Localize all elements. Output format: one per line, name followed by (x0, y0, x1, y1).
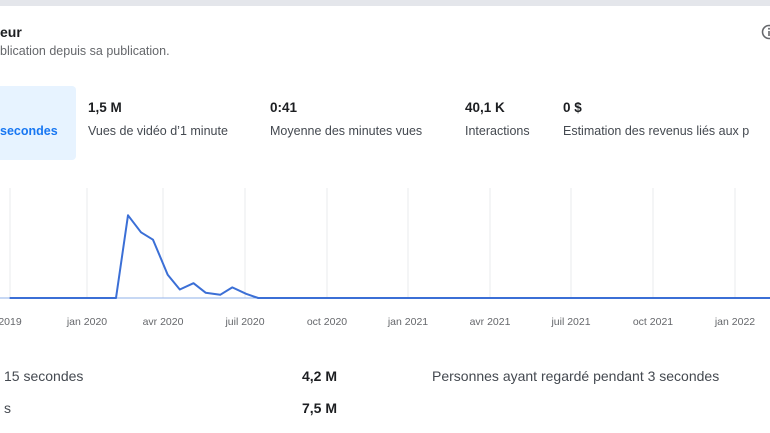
chart-tick-label: oct 2021 (633, 316, 673, 328)
stat-15s-value: 4,2 M (302, 368, 338, 384)
chart-tick-label: avr 2021 (470, 316, 511, 328)
metric-tab-1min-views[interactable] (78, 86, 256, 160)
metric-avg-minutes-label: Moyenne des minutes vues (270, 124, 423, 138)
metric-tab-interactions[interactable] (456, 86, 556, 160)
chart-point (272, 297, 274, 299)
stat-15s-label: 15 secondes (4, 368, 84, 384)
metric-revenue-value: 0 $ (563, 100, 582, 115)
views-line-chart: 2019 jan 2020 avr 2020 juil 2020 oct 2020 jan… (0, 188, 770, 328)
chart-point (127, 214, 129, 217)
chart-point (204, 291, 207, 294)
chart-point (115, 297, 117, 299)
chart-tick-label: jan 2020 (66, 316, 107, 328)
chart-point (152, 238, 154, 241)
chart-point (231, 286, 234, 289)
chart-point (179, 288, 181, 291)
metric-revenue-label: Estimation des revenus liés aux p (563, 124, 750, 138)
chart-tick-label: juil 2021 (550, 316, 590, 328)
top-divider (0, 0, 770, 6)
chart-point (481, 297, 484, 299)
chart-point (88, 297, 91, 299)
chart-point (718, 297, 720, 299)
chart-tick-label: 2019 (0, 316, 22, 328)
chart-series-line (10, 214, 770, 299)
chart-point (9, 297, 11, 299)
chart-point (245, 293, 247, 295)
chart-tick-label: jan 2021 (387, 316, 428, 328)
chart-point (403, 297, 406, 299)
metric-tab-avg-minutes[interactable] (262, 86, 452, 160)
chart-point (192, 282, 195, 284)
chart-tick-label: juil 2020 (224, 316, 264, 328)
panel-title: eur (0, 24, 22, 40)
stat-total-label: s (4, 400, 11, 416)
panel-subtitle: blication depuis sa publication. (0, 44, 170, 58)
chart-tick-label: oct 2020 (307, 316, 347, 328)
chart-point (140, 231, 142, 234)
chart-point (639, 297, 641, 299)
stat-total-value: 7,5 M (302, 400, 338, 416)
chart-point (166, 273, 169, 276)
metric-interactions-value: 40,1 K (465, 100, 505, 115)
stat-3s-people-label: Personnes ayant regardé pendant 3 second… (432, 368, 720, 384)
metric-tab-3s-views[interactable] (0, 86, 76, 160)
metric-avg-minutes-value: 0:41 (270, 100, 298, 115)
chart-point (559, 297, 562, 299)
metric-tab-3s-views-label: secondes (0, 124, 58, 138)
metric-tab-revenue[interactable] (556, 86, 770, 160)
metric-1min-views-value: 1,5 M (88, 100, 122, 115)
info-icon[interactable] (760, 24, 770, 40)
chart-tick-label: jan 2022 (714, 316, 755, 328)
chart-point (257, 297, 260, 299)
chart-point (324, 297, 327, 299)
chart-tick-label: avr 2020 (143, 316, 184, 328)
metric-1min-views-label: Vues de vidéo d’1 minute (88, 124, 228, 138)
chart-point (219, 294, 221, 296)
metric-interactions-label: Interactions (465, 124, 530, 138)
